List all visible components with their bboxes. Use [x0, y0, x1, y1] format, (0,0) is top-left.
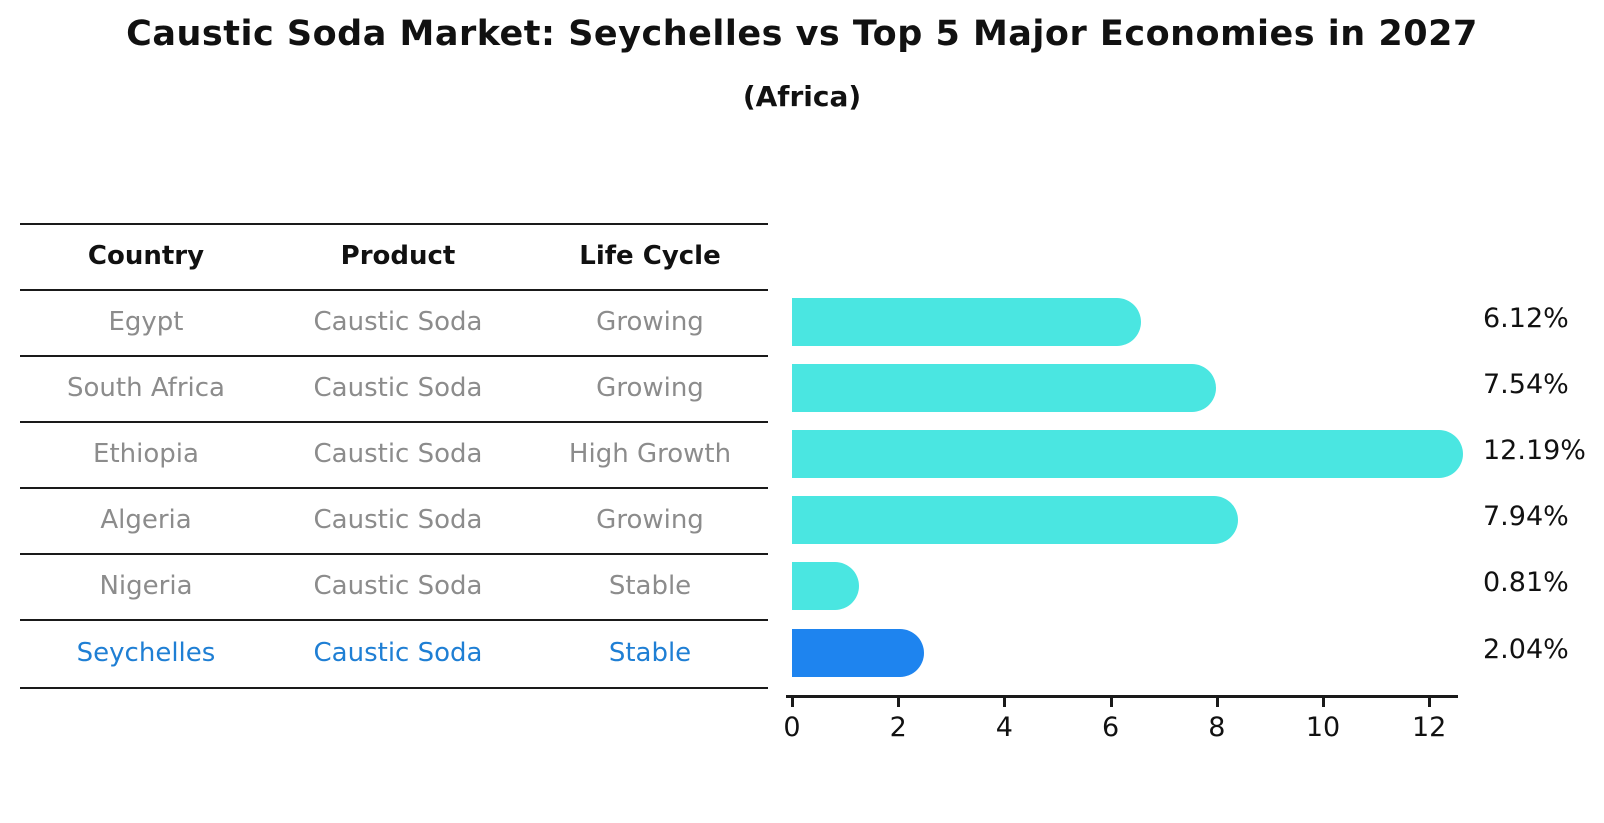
- value-label: 2.04%: [1483, 634, 1569, 665]
- highlight-bar: [792, 629, 925, 677]
- bar: [792, 496, 1238, 544]
- table-cell-life_cycle: Stable: [608, 638, 692, 668]
- chart-subtitle: (Africa): [742, 80, 862, 113]
- chart-title: Caustic Soda Market: Seychelles vs Top 5…: [126, 14, 1478, 54]
- table-header-cell: Life Cycle: [579, 241, 721, 271]
- table-cell-product: Caustic Soda: [313, 307, 483, 337]
- x-axis-tick-label: 4: [995, 712, 1013, 743]
- table-cell-product: Caustic Soda: [313, 638, 483, 668]
- table-top-rule: [20, 223, 768, 225]
- table-cell-country: South Africa: [67, 373, 225, 403]
- x-axis-tick: [791, 695, 794, 707]
- x-axis-tick: [1428, 695, 1432, 707]
- row-separator: [20, 553, 768, 555]
- row-separator: [20, 487, 768, 489]
- row-separator: [20, 355, 768, 357]
- table-cell-product: Caustic Soda: [313, 571, 483, 601]
- table-cell-product: Caustic Soda: [313, 373, 483, 403]
- table-header-cell: Country: [87, 241, 205, 271]
- x-axis-tick-label: 8: [1208, 712, 1226, 743]
- x-axis-tick-label: 2: [889, 712, 907, 743]
- value-label: 7.54%: [1483, 369, 1569, 400]
- row-separator: [20, 421, 768, 423]
- x-axis-tick-label: 6: [1102, 712, 1120, 743]
- table-cell-product: Caustic Soda: [313, 439, 483, 469]
- row-separator: [20, 619, 768, 621]
- value-label: 6.12%: [1483, 303, 1569, 334]
- table-header-cell: Product: [340, 241, 456, 271]
- value-label: 12.19%: [1483, 435, 1586, 466]
- table-cell-life_cycle: Growing: [596, 307, 704, 337]
- table-cell-life_cycle: High Growth: [568, 439, 732, 469]
- value-label: 0.81%: [1483, 567, 1569, 598]
- x-axis-tick: [1322, 695, 1325, 707]
- row-separator: [20, 289, 768, 291]
- table-cell-life_cycle: Growing: [596, 505, 704, 535]
- x-axis-tick-label: 12: [1412, 712, 1447, 743]
- x-axis-tick-label: 10: [1305, 712, 1341, 743]
- value-label: 7.94%: [1483, 501, 1569, 532]
- table-cell-country: Nigeria: [99, 571, 193, 601]
- table-cell-country: Algeria: [100, 505, 192, 535]
- x-axis-tick: [897, 695, 901, 707]
- x-axis-line: [786, 695, 1458, 698]
- row-separator: [20, 687, 768, 689]
- bar: [792, 430, 1464, 478]
- table-cell-country: Ethiopia: [93, 439, 199, 469]
- x-axis-tick-label: 0: [783, 712, 801, 743]
- table-cell-product: Caustic Soda: [313, 505, 483, 535]
- table-cell-life_cycle: Stable: [608, 571, 692, 601]
- table-cell-country: Egypt: [108, 307, 184, 337]
- bar: [792, 562, 859, 610]
- bar: [792, 364, 1217, 412]
- table-cell-life_cycle: Growing: [596, 373, 704, 403]
- table-cell-country: Seychelles: [76, 638, 216, 668]
- x-axis-tick: [1215, 695, 1219, 707]
- x-axis-tick: [1003, 695, 1007, 707]
- bar: [792, 298, 1141, 346]
- x-axis-tick: [1109, 695, 1113, 707]
